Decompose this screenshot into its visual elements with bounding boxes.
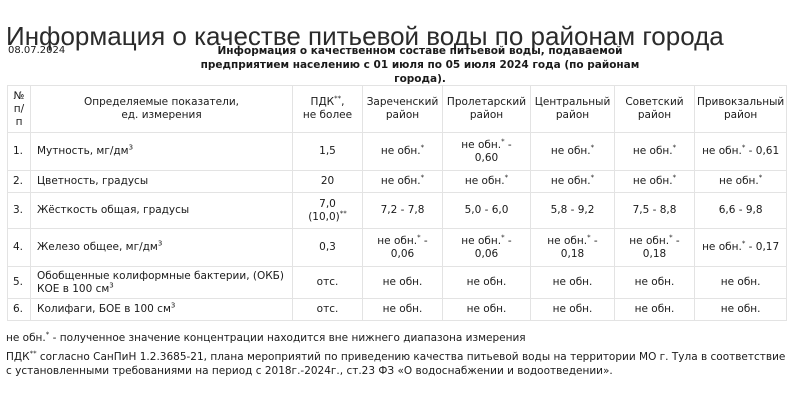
cell-value: не обн.* [693,170,788,193]
cell-value: не обн.* [614,132,695,171]
table-header-row: № п/ п Определяемые показатели, ед. изме… [7,85,788,133]
row-number: 4. [7,228,31,267]
table-row: 3. Жёсткость общая, градусы 7,0 (10,0)** … [7,192,788,229]
cell-value: не обн.* -0,18 [614,228,695,267]
cell-value: 7,5 - 8,8 [614,192,695,229]
row-pdk: отс. [292,298,363,321]
cell-value: не обн. [362,298,443,321]
cell-value: не обн.* [614,170,695,193]
table-row: 4. Железо общее, мг/дм3 0,3 не обн.* -0,… [7,228,788,267]
cell-value: 5,0 - 6,0 [442,192,531,229]
table-row: 5. Обобщенные колиформные бактерии, (ОКБ… [7,266,788,299]
subtitle-line-2: предприятием населению с 01 июля по 05 и… [200,59,640,85]
row-pdk: 7,0 (10,0)** [292,192,363,229]
cell-value: 6,6 - 9,8 [693,192,788,229]
cell-value: не обн.* [362,170,443,193]
cell-value: не обн. [614,298,695,321]
footnote-not-detected: не обн.* - полученное значение концентра… [6,330,526,344]
table-subtitle: Информация о качественном составе питьев… [180,44,660,86]
row-number: 6. [7,298,31,321]
table-row: 2. Цветность, градусы 20 не обн.* не обн… [7,170,788,193]
footnote-pdk: ПДК** согласно СанПиН 1.2.3685-21, плана… [6,349,786,377]
row-indicator: Колифаги, БОЕ в 100 см3 [30,298,293,321]
cell-value: не обн.* -0,18 [530,228,615,267]
cell-value: не обн.* [530,132,615,171]
cell-value: не обн.* -0,06 [442,228,531,267]
header-district-zarechensky: Зареченский район [362,85,443,133]
row-indicator: Мутность, мг/дм3 [30,132,293,171]
subtitle-line-1: Информация о качественном составе питьев… [217,45,623,57]
row-pdk: 1,5 [292,132,363,171]
cell-value: 7,2 - 7,8 [362,192,443,229]
water-quality-table: № п/ п Определяемые показатели, ед. изме… [7,85,788,321]
header-district-proletarsky: Пролетарский район [442,85,531,133]
row-number: 5. [7,266,31,299]
cell-value: не обн. [614,266,695,299]
cell-value: не обн. [693,298,788,321]
header-district-tsentralny: Центральный район [530,85,615,133]
header-district-sovetsky: Советский район [614,85,695,133]
cell-value: не обн.* -0,06 [362,228,443,267]
row-number: 3. [7,192,31,229]
cell-value: не обн. [362,266,443,299]
cell-value: не обн.* [362,132,443,171]
cell-value: 5,8 - 9,2 [530,192,615,229]
header-indicator: Определяемые показатели, ед. измерения [30,85,293,133]
page-title: Информация о качестве питьевой воды по р… [6,21,724,52]
header-pdk: ПДК**, не более [292,85,363,133]
row-pdk: 0,3 [292,228,363,267]
row-indicator: Железо общее, мг/дм3 [30,228,293,267]
row-indicator: Цветность, градусы [30,170,293,193]
header-number: № п/ п [7,85,31,133]
row-indicator: Жёсткость общая, градусы [30,192,293,229]
row-pdk: 20 [292,170,363,193]
footnotes: не обн.* - полученное значение концентра… [6,331,786,378]
cell-value: не обн.* -0,60 [442,132,531,171]
table-row: 6. Колифаги, БОЕ в 100 см3 отс. не обн. … [7,298,788,321]
row-number: 1. [7,132,31,171]
cell-value: не обн.* - 0,61 [693,132,788,171]
cell-value: не обн.* [442,170,531,193]
cell-value: не обн. [693,266,788,299]
publication-date: 08.07.2024 [8,45,66,56]
table-row: 1. Мутность, мг/дм3 1,5 не обн.* не обн.… [7,132,788,171]
cell-value: не обн. [442,298,531,321]
cell-value: не обн. [530,298,615,321]
row-indicator: Обобщенные колиформные бактерии, (ОКБ) КО… [30,266,293,299]
cell-value: не обн.* - 0,17 [693,228,788,267]
row-pdk: отс. [292,266,363,299]
header-district-privokzalny: Привокзальный район [693,85,788,133]
cell-value: не обн. [442,266,531,299]
cell-value: не обн. [530,266,615,299]
cell-value: не обн.* [530,170,615,193]
row-number: 2. [7,170,31,193]
